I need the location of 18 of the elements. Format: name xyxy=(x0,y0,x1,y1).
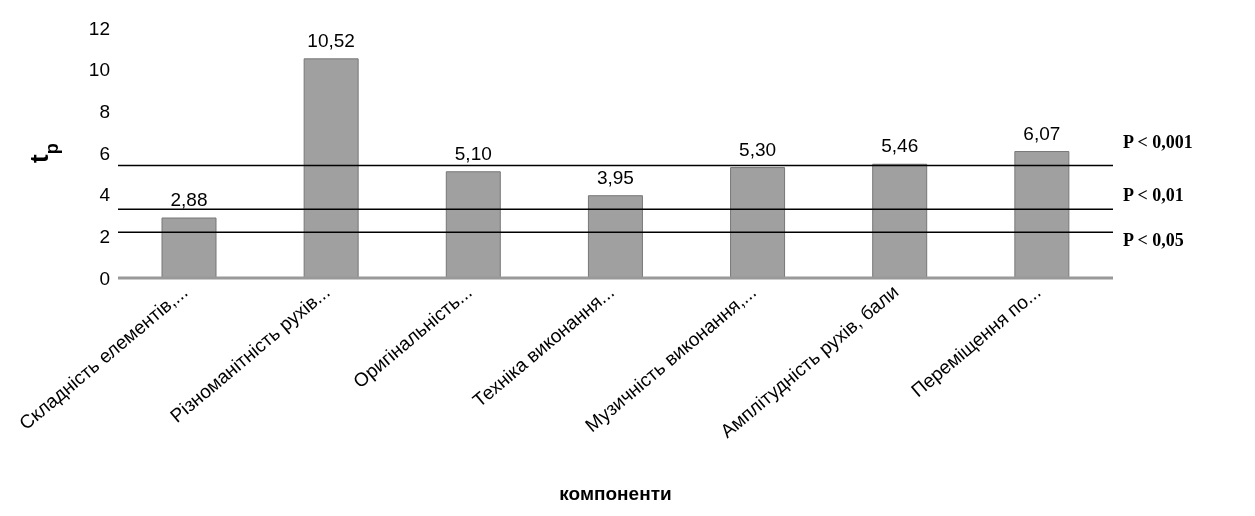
y-tick-label: 4 xyxy=(99,184,111,206)
ref-line-label: P < 0,001 xyxy=(1123,131,1193,152)
data-label: 5,10 xyxy=(454,142,492,164)
y-tick-label: 2 xyxy=(99,226,110,248)
data-label: 5,46 xyxy=(881,135,919,157)
ref-line-label: P < 0,01 xyxy=(1123,185,1184,206)
x-axis-title: компоненти xyxy=(559,483,672,504)
y-tick-label: 12 xyxy=(88,17,110,39)
data-label: 2,88 xyxy=(170,189,208,210)
data-label: 10,52 xyxy=(307,29,355,51)
data-label: 5,30 xyxy=(739,138,777,160)
y-tick-label: 8 xyxy=(99,101,110,123)
data-label: 6,07 xyxy=(1023,122,1061,144)
y-tick-label: 10 xyxy=(88,59,110,81)
ref-line-label: P < 0,05 xyxy=(1123,230,1184,251)
data-label: 3,95 xyxy=(596,166,634,188)
y-tick-label: 6 xyxy=(99,142,110,164)
y-tick-label: 0 xyxy=(99,267,110,289)
